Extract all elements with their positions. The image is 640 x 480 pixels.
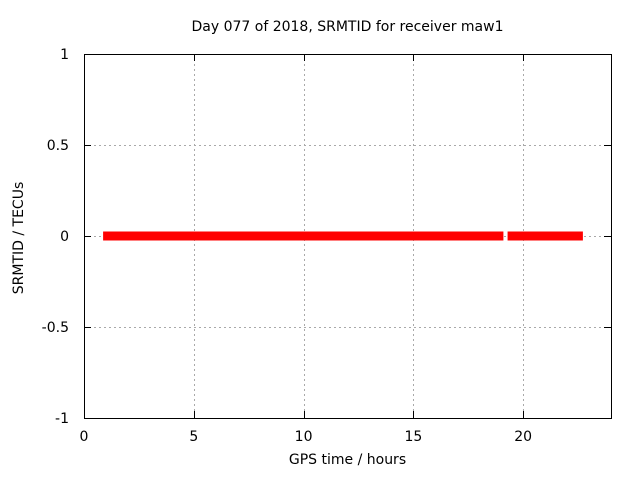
y-tick-label: 1 [60,47,69,63]
x-tick-label: 10 [295,429,313,445]
x-tick-label: 15 [404,429,422,445]
chart-title: Day 077 of 2018, SRMTID for receiver maw… [191,19,504,35]
x-axis-title: GPS time / hours [288,452,407,468]
x-tick-label: 0 [80,429,89,445]
x-tick-label: 20 [514,429,532,445]
y-tick-label: 0 [60,229,69,245]
y-tick-label: -0.5 [42,320,69,336]
y-tick-label: 0.5 [47,138,69,154]
y-tick-label: -1 [55,411,69,427]
x-tick-label: 5 [189,429,198,445]
